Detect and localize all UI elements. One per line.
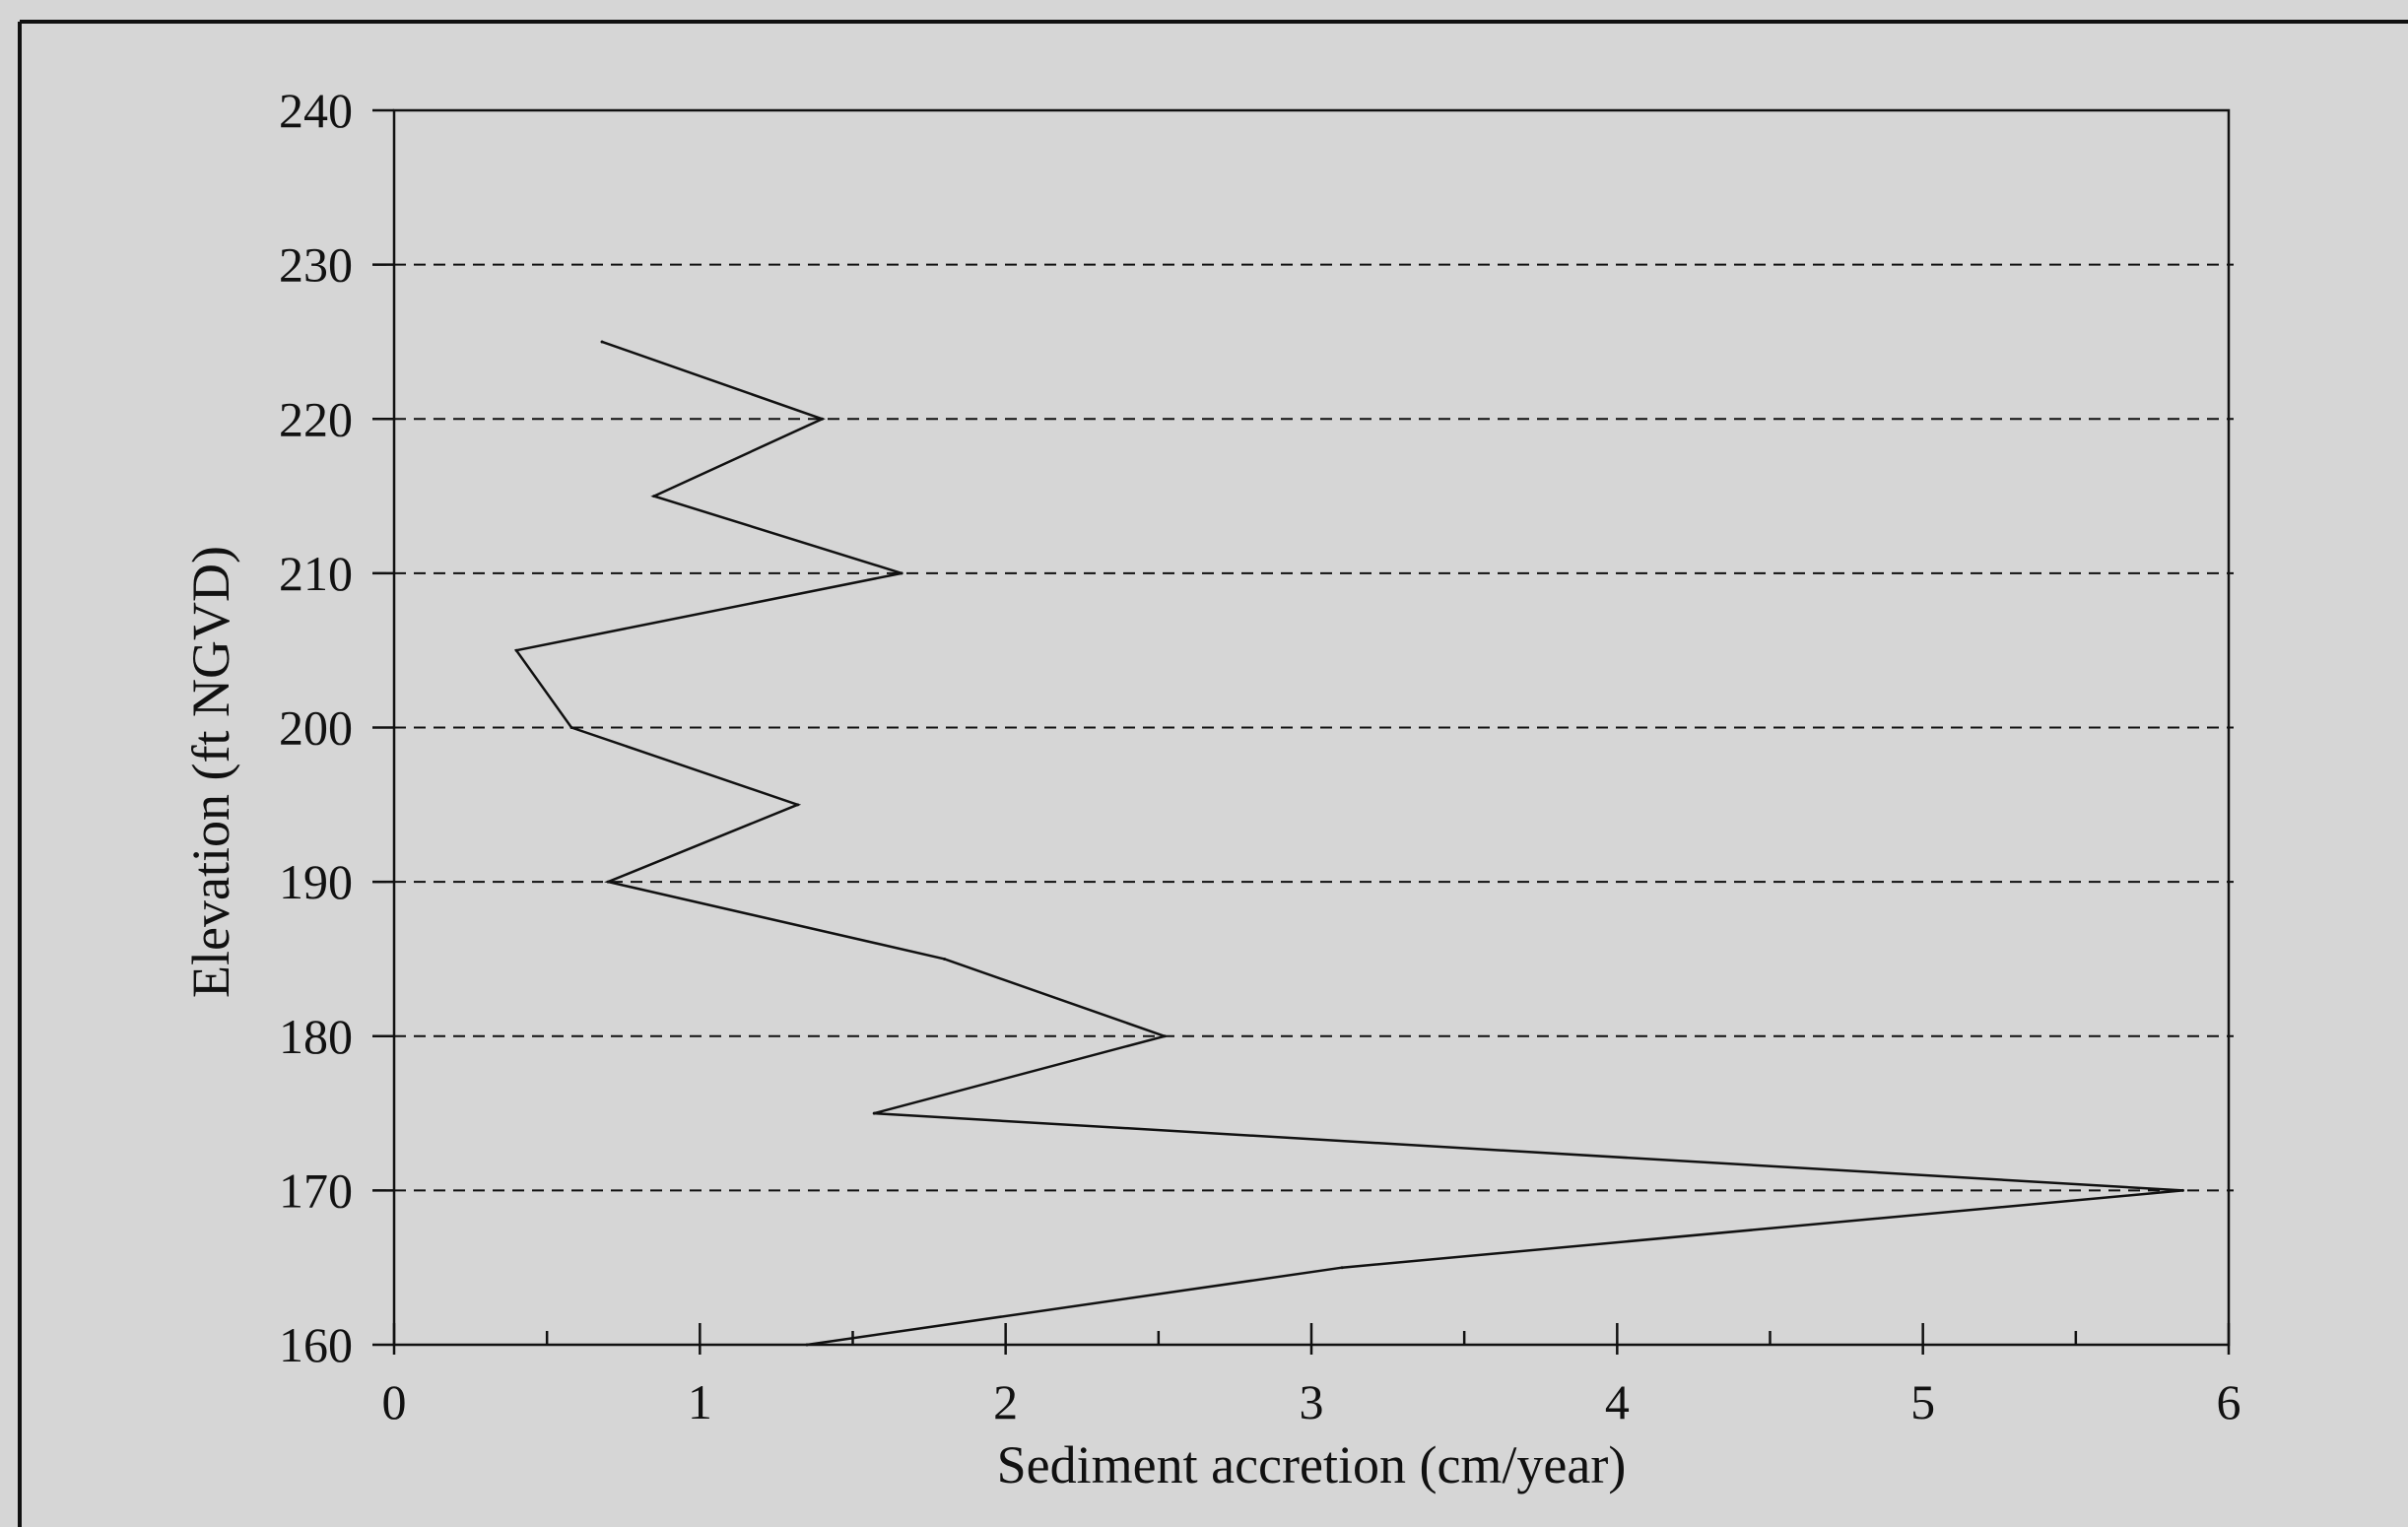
data-point-8 [943, 957, 947, 961]
data-point-2 [652, 495, 656, 498]
x-tick-label-1: 1 [688, 1374, 712, 1429]
data-point-7 [606, 880, 610, 884]
data-point-3 [900, 571, 903, 575]
x-tick-label-6: 6 [2217, 1374, 2241, 1429]
data-point-12 [1340, 1266, 1344, 1270]
series-points [514, 340, 2184, 1347]
data-point-4 [514, 648, 518, 652]
y-tick-label-220: 220 [279, 391, 353, 446]
y-tick-label-170: 170 [279, 1162, 353, 1218]
y-tick-label-230: 230 [279, 237, 353, 293]
y-tick-label-180: 180 [279, 1009, 353, 1064]
y-tick-label-190: 190 [279, 854, 353, 909]
series-line [513, 340, 2183, 1347]
axis-ticks [372, 108, 2231, 1355]
y-tick-label-240: 240 [279, 83, 353, 138]
data-point-1 [820, 417, 824, 421]
y-axis-title: Elevation (ft NGVD) [181, 546, 240, 998]
y-tick-label-210: 210 [279, 546, 353, 601]
y-tick-label-160: 160 [279, 1317, 353, 1372]
x-tick-label-3: 3 [1300, 1374, 1324, 1429]
grid-lines [374, 263, 2234, 1192]
data-point-0 [600, 340, 604, 344]
data-point-5 [569, 726, 573, 729]
x-tick-label-4: 4 [1605, 1374, 1630, 1429]
x-tick-label-2: 2 [993, 1374, 1018, 1429]
x-axis-title: Sediment accretion (cm/year) [997, 1435, 1627, 1494]
x-tick-label-0: 0 [382, 1374, 407, 1429]
data-point-13 [805, 1343, 809, 1347]
data-point-9 [1163, 1034, 1167, 1038]
tick-labels: 160 170 180 190 200 210 220 230 240 0 1 2 3 4 5 6 [279, 83, 2241, 1429]
x-tick-label-5: 5 [1910, 1374, 1935, 1429]
data-point-11 [2180, 1188, 2184, 1192]
y-tick-label-200: 200 [279, 700, 353, 756]
data-point-6 [796, 803, 800, 807]
data-point-10 [872, 1111, 876, 1115]
